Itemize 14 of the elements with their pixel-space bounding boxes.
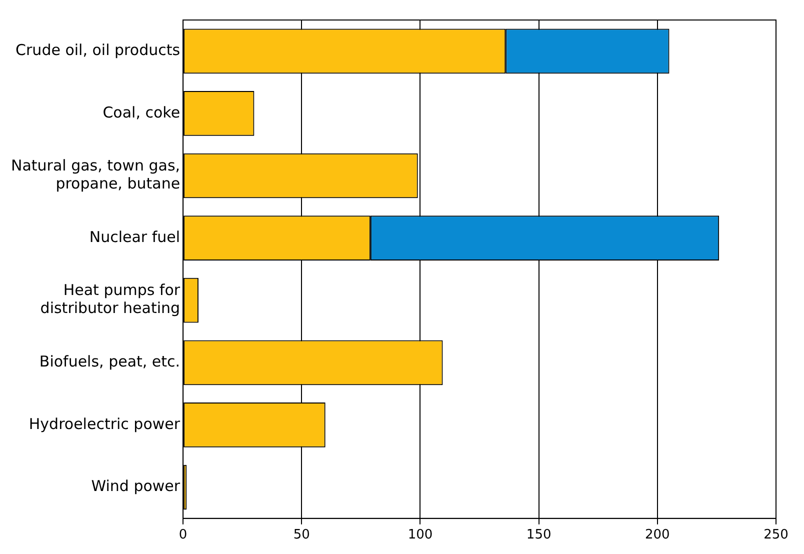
y-tick-label: Coal, coke bbox=[102, 103, 180, 122]
y-tick-label: Hydroelectric power bbox=[28, 414, 181, 433]
y-tick-label: Nuclear fuel bbox=[89, 228, 180, 246]
x-tick-label: 150 bbox=[526, 528, 552, 543]
y-tick-label: Wind power bbox=[91, 477, 181, 496]
y-tick-label: Crude oil, oil products bbox=[16, 41, 180, 60]
x-tick-label: 200 bbox=[644, 528, 670, 543]
x-tick-label: 100 bbox=[408, 528, 433, 543]
y-tick-label: Heat pumps for distributor heating bbox=[40, 281, 181, 318]
y-tick-label: Natural gas, town gas, propane, butane bbox=[10, 156, 180, 193]
x-tick-label: 250 bbox=[764, 528, 788, 543]
x-tick-label: 0 bbox=[178, 528, 188, 543]
x-tick-label: 50 bbox=[293, 528, 310, 543]
y-tick-label: Biofuels, peat, etc. bbox=[39, 352, 180, 371]
